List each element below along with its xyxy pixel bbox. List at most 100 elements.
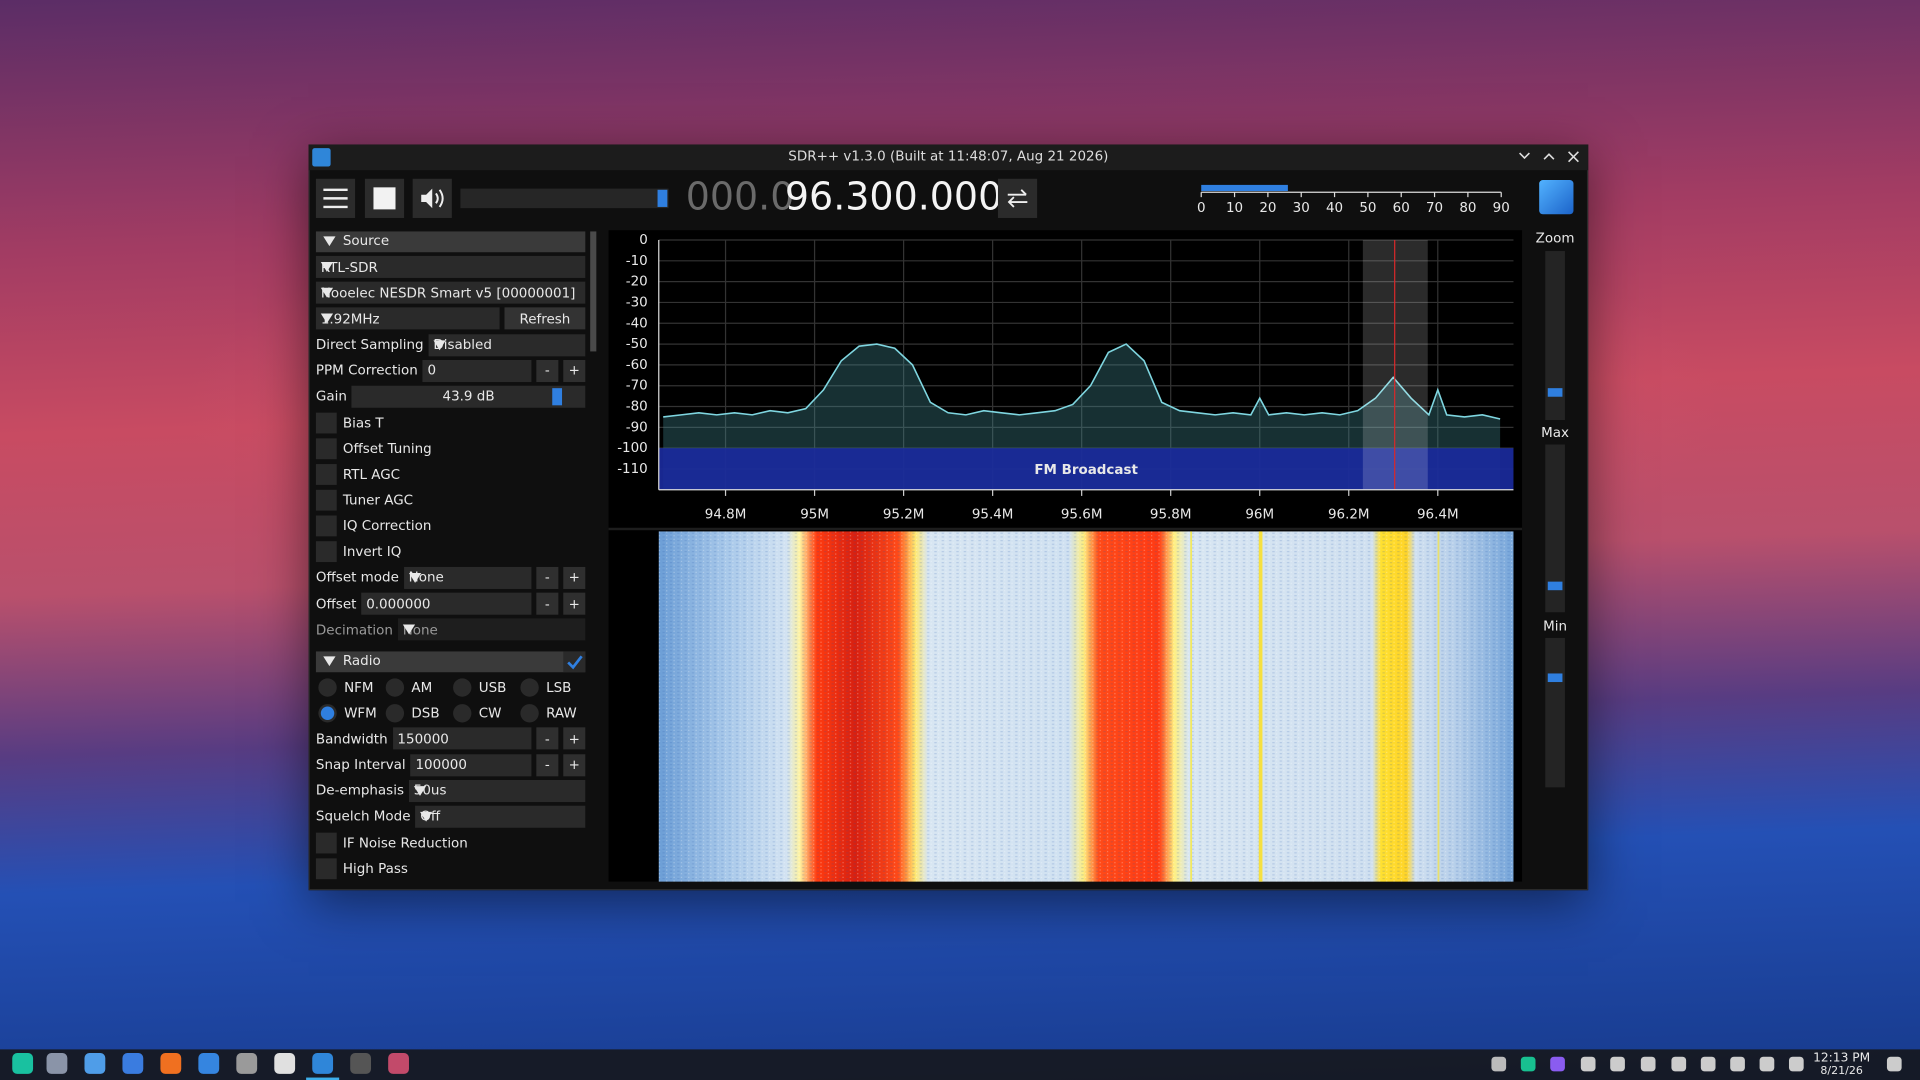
- panel-row: Direct Sampling Disabled: [315, 333, 586, 356]
- waterfall-line: [1437, 531, 1440, 882]
- dropdown-arrow: [413, 785, 427, 796]
- dropdown-value: Nooelec NESDR Smart v5 [00000001]: [320, 285, 576, 301]
- mute-button[interactable]: [412, 178, 452, 218]
- radio-button[interactable]: [520, 677, 539, 697]
- minus-button[interactable]: -: [536, 592, 559, 615]
- panel-header[interactable]: Radio: [315, 651, 586, 673]
- dropdown[interactable]: 50us: [408, 779, 586, 802]
- minimize-button[interactable]: [1519, 152, 1530, 160]
- y-tick-label: -70: [626, 379, 648, 394]
- checkbox[interactable]: [315, 463, 337, 485]
- plus-button[interactable]: +: [563, 566, 586, 589]
- close-button[interactable]: [1568, 151, 1579, 163]
- minus-button[interactable]: -: [536, 359, 559, 382]
- y-tick-label: -20: [626, 275, 648, 290]
- panel-row: Snap Interval 100000- +: [316, 753, 586, 776]
- taskbar-icon[interactable]: [160, 1053, 182, 1074]
- taskbar-icon[interactable]: [46, 1053, 68, 1074]
- checkbox[interactable]: [315, 437, 337, 459]
- panel-scrollbar[interactable]: [590, 231, 597, 352]
- field-label: Direct Sampling: [315, 336, 424, 353]
- taskbar-icon[interactable]: [1886, 1056, 1902, 1072]
- radio-label: DSB: [411, 705, 440, 721]
- dropdown[interactable]: None: [397, 618, 586, 641]
- taskbar-icon[interactable]: [122, 1053, 144, 1074]
- zoom-slider[interactable]: [1545, 251, 1565, 420]
- meter-tick-label: 40: [1326, 201, 1343, 216]
- radio-button[interactable]: [318, 703, 337, 723]
- panel-row: IF Noise Reduction: [315, 831, 585, 853]
- taskbar-icon[interactable]: [198, 1053, 220, 1074]
- dropdown[interactable]: None: [403, 566, 532, 589]
- max-label: Max: [1541, 424, 1570, 441]
- dropdown[interactable]: Nooelec NESDR Smart v5 [00000001]: [315, 281, 586, 305]
- checkbox[interactable]: [315, 541, 337, 563]
- dropdown[interactable]: Disabled: [428, 333, 586, 356]
- max-slider[interactable]: [1545, 444, 1565, 613]
- radio-button[interactable]: [453, 703, 472, 723]
- taskbar-icon[interactable]: [1640, 1056, 1656, 1072]
- taskbar-icon[interactable]: [1759, 1056, 1775, 1072]
- radio-button[interactable]: [520, 703, 539, 723]
- plus-button[interactable]: +: [563, 727, 586, 750]
- panel-header[interactable]: Source: [315, 231, 586, 253]
- taskbar-icon[interactable]: [1580, 1056, 1596, 1072]
- input[interactable]: 100000: [410, 753, 532, 776]
- y-tick-label: 0: [639, 233, 648, 248]
- clock-time[interactable]: 12:13 PM: [1813, 1051, 1871, 1066]
- input[interactable]: 0: [422, 359, 532, 382]
- taskbar-icon[interactable]: [274, 1053, 296, 1074]
- taskbar-icon[interactable]: [1671, 1056, 1687, 1072]
- plus-button[interactable]: +: [563, 359, 586, 382]
- dropdown[interactable]: RTL-SDR: [315, 256, 586, 279]
- taskbar-icon[interactable]: [1788, 1056, 1804, 1072]
- checkbox[interactable]: [315, 412, 337, 433]
- checkbox[interactable]: [315, 515, 337, 537]
- taskbar-icon[interactable]: [1491, 1056, 1507, 1072]
- radio-button[interactable]: [385, 703, 405, 723]
- frequency[interactable]: 96.300.000: [784, 175, 1003, 220]
- frequency-dim: 000.0: [685, 175, 795, 220]
- taskbar-icon[interactable]: [1550, 1056, 1565, 1072]
- taskbar-icon[interactable]: [388, 1053, 409, 1074]
- input[interactable]: 0.000000: [361, 592, 532, 615]
- dropdown-arrow: [433, 339, 446, 350]
- y-tick-label: -30: [626, 295, 648, 310]
- dropdown[interactable]: 1.92MHz: [315, 307, 500, 330]
- dropdown[interactable]: Off: [415, 805, 586, 828]
- checkbox-label: IQ Correction: [342, 518, 432, 535]
- swap-button[interactable]: [997, 178, 1038, 218]
- taskbar-icon[interactable]: [312, 1053, 334, 1074]
- minus-button[interactable]: -: [536, 727, 559, 750]
- x-tick-label: 95.2M: [883, 507, 925, 522]
- checkbox[interactable]: [315, 857, 337, 879]
- x-tick-label: 94.8M: [705, 507, 747, 522]
- volume-slider[interactable]: [460, 188, 669, 209]
- taskbar-icon[interactable]: [1700, 1056, 1716, 1072]
- plus-button[interactable]: +: [563, 753, 586, 776]
- radio-button[interactable]: [318, 677, 337, 697]
- maximize-button[interactable]: [1543, 153, 1555, 160]
- taskbar-icon[interactable]: [350, 1053, 372, 1074]
- minus-button[interactable]: -: [536, 753, 559, 776]
- checkbox[interactable]: [315, 489, 337, 511]
- button[interactable]: Refresh: [504, 307, 586, 330]
- taskbar-icon[interactable]: [12, 1053, 34, 1074]
- taskbar-icon[interactable]: [1730, 1056, 1745, 1072]
- taskbar-icon[interactable]: [1520, 1056, 1536, 1072]
- taskbar-icon[interactable]: [1610, 1056, 1625, 1072]
- taskbar-icon[interactable]: [84, 1053, 106, 1074]
- clock-date[interactable]: 8/21/26: [1820, 1065, 1863, 1078]
- radio-button[interactable]: [385, 677, 405, 697]
- min-slider[interactable]: [1545, 637, 1565, 788]
- input[interactable]: 150000: [392, 727, 532, 750]
- taskbar-icon[interactable]: [236, 1053, 258, 1074]
- minus-button[interactable]: -: [536, 566, 559, 589]
- header-arrow: [323, 656, 336, 667]
- checkbox[interactable]: [315, 832, 337, 853]
- enable-checkbox[interactable]: [563, 651, 586, 673]
- radio-button[interactable]: [453, 677, 472, 697]
- slider[interactable]: 43.9 dB: [351, 385, 586, 408]
- plus-button[interactable]: +: [563, 592, 586, 615]
